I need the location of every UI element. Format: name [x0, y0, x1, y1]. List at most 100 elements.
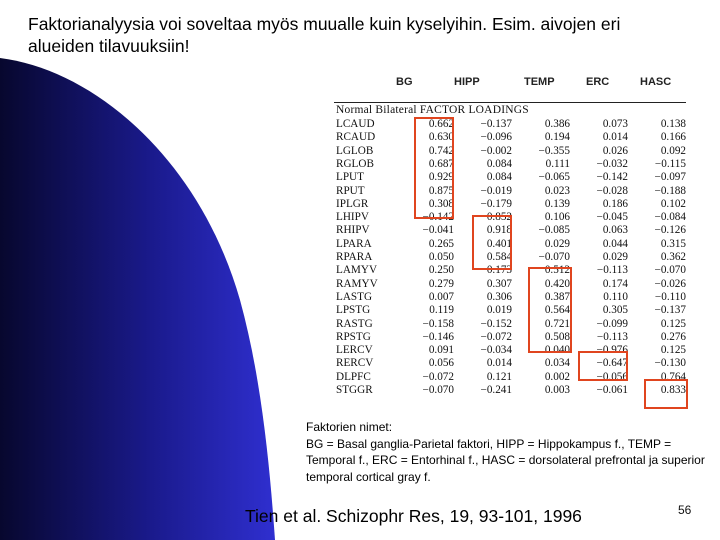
- row-label: RGLOB: [336, 157, 374, 170]
- loading-cell: −0.137: [654, 304, 686, 317]
- table-row: LAMYV 0.250 0.173 0.512 −0.113 −0.070: [332, 264, 692, 277]
- table-row: RPUT 0.875 −0.019 0.023 −0.028 −0.188: [332, 185, 692, 198]
- loading-cell: 0.630: [428, 131, 454, 144]
- loading-cell: 0.040: [544, 344, 570, 357]
- loading-cell: 0.034: [544, 357, 570, 370]
- loading-cell: 0.023: [544, 184, 570, 197]
- table-row: LPARA 0.265 0.401 0.029 0.044 0.315: [332, 238, 692, 251]
- loading-cell: 0.875: [428, 184, 454, 197]
- loading-cell: 0.138: [660, 118, 686, 130]
- loading-cell: 0.102: [660, 197, 686, 210]
- loading-cell: −0.241: [480, 384, 512, 396]
- loading-cell: 0.918: [486, 224, 512, 237]
- row-label: RPSTG: [336, 330, 371, 343]
- loading-cell: 0.111: [545, 157, 570, 170]
- loading-cell: −0.085: [538, 224, 570, 237]
- table-row: RGLOB 0.687 0.084 0.111 −0.032 −0.115: [332, 158, 692, 171]
- row-label: DLPFC: [336, 370, 371, 383]
- loading-cell: 0.584: [486, 251, 512, 263]
- loading-cell: 0.687: [428, 157, 454, 170]
- row-label: LHIPV: [336, 211, 369, 224]
- notes-text: BG = Basal ganglia-Parietal faktori, HIP…: [306, 436, 705, 484]
- loading-cell: −0.179: [480, 197, 512, 210]
- loading-cell: 0.852: [486, 211, 512, 224]
- table-row: LGLOB 0.742 −0.002 −0.355 0.026 0.092: [332, 145, 692, 158]
- citation: Tien et al. Schizophr Res, 19, 93-101, 1…: [245, 506, 582, 526]
- row-label: LPSTG: [336, 304, 371, 317]
- loading-cell: −0.019: [480, 184, 512, 197]
- loading-cell: 0.002: [544, 370, 570, 383]
- loading-cell: −0.130: [654, 357, 686, 370]
- loading-cell: −0.146: [422, 330, 454, 343]
- loading-cell: −0.976: [596, 344, 628, 357]
- table-row: LASTG 0.007 0.306 0.387 0.110 −0.110: [332, 291, 692, 304]
- loading-cell: 0.387: [544, 290, 570, 303]
- loading-cell: 0.084: [486, 171, 512, 184]
- table-row: RERCV 0.056 0.014 0.034 −0.647 −0.130: [332, 357, 692, 370]
- table-row: RASTG −0.158 −0.152 0.721 −0.099 0.125: [332, 318, 692, 331]
- loading-cell: −0.099: [596, 317, 628, 330]
- column-header-erc: ERC: [586, 76, 610, 88]
- loading-cell: −0.113: [596, 330, 628, 343]
- highlight-box-bg: [414, 117, 454, 219]
- slide-title: Faktorianalyysia voi soveltaa myös muual…: [28, 14, 621, 56]
- highlight-box-temp: [528, 267, 572, 353]
- column-header-temp: TEMP: [524, 76, 555, 88]
- loading-cell: 0.929: [428, 171, 454, 184]
- loading-cell: 0.106: [544, 211, 570, 224]
- notes-heading: Faktorien nimet:: [306, 420, 393, 434]
- loading-cell: −0.096: [480, 131, 512, 144]
- loading-cell: 0.092: [660, 144, 686, 157]
- table-row: STGGR −0.070 −0.241 0.003 −0.061 0.833: [332, 384, 692, 397]
- loading-cell: 0.125: [660, 344, 686, 357]
- page-number: 56: [678, 503, 692, 517]
- loading-cell: 0.056: [428, 357, 454, 370]
- loading-cell: 0.742: [428, 144, 454, 157]
- loading-cell: 0.029: [544, 237, 570, 250]
- table-row: DLPFC −0.072 0.121 0.002 −0.056 0.764: [332, 371, 692, 384]
- loading-cell: 0.007: [428, 290, 454, 303]
- loading-cell: −0.152: [480, 317, 512, 330]
- loading-cell: 0.276: [660, 330, 686, 343]
- loading-cell: 0.194: [544, 131, 570, 144]
- row-label: LPARA: [336, 237, 372, 250]
- loading-cell: 0.174: [602, 277, 628, 290]
- loading-cell: 0.279: [428, 277, 454, 290]
- loading-cell: −0.113: [596, 264, 628, 277]
- loading-cell: 0.250: [428, 264, 454, 277]
- factor-names-note: Faktorien nimet: BG = Basal ganglia-Pari…: [306, 419, 706, 485]
- row-label: RPARA: [336, 251, 373, 263]
- row-label: LASTG: [336, 290, 373, 303]
- loading-cell: 0.084: [486, 157, 512, 170]
- loading-cell: 0.420: [544, 277, 570, 290]
- table-row: RCAUD 0.630 −0.096 0.194 0.014 0.166: [332, 131, 692, 144]
- loading-cell: 0.315: [660, 237, 686, 250]
- column-header-bg: BG: [396, 76, 413, 88]
- row-label: RPUT: [336, 184, 365, 197]
- loading-cell: −0.126: [654, 224, 686, 237]
- loading-cell: 0.019: [486, 304, 512, 317]
- loading-cell: 0.110: [603, 290, 628, 303]
- loading-cell: 0.166: [660, 131, 686, 144]
- loading-cell: −0.137: [480, 118, 512, 130]
- highlight-box-hasc: [644, 379, 688, 409]
- loading-cell: −0.045: [596, 211, 628, 224]
- loading-cell: −0.647: [596, 357, 628, 370]
- loading-cell: 0.173: [486, 264, 512, 277]
- table-row: LPSTG 0.119 0.019 0.564 0.305 −0.137: [332, 304, 692, 317]
- loading-cell: 0.308: [428, 197, 454, 210]
- loading-cell: 0.508: [544, 330, 570, 343]
- table-row: LPUT 0.929 0.084 −0.065 −0.142 −0.097: [332, 171, 692, 184]
- loading-cell: −0.070: [538, 251, 570, 263]
- column-header-hasc: HASC: [640, 76, 672, 88]
- loading-cell: 0.050: [428, 251, 454, 263]
- loading-cell: 0.121: [486, 370, 512, 383]
- loading-cell: 0.091: [428, 344, 454, 357]
- loading-cell: 0.564: [544, 304, 570, 317]
- table-row: LCAUD 0.662 −0.137 0.386 0.073 0.138: [332, 118, 692, 131]
- loading-cell: −0.002: [480, 144, 512, 157]
- loading-cell: −0.070: [654, 264, 686, 277]
- loading-cell: 0.029: [602, 251, 628, 263]
- loading-cell: 0.125: [660, 317, 686, 330]
